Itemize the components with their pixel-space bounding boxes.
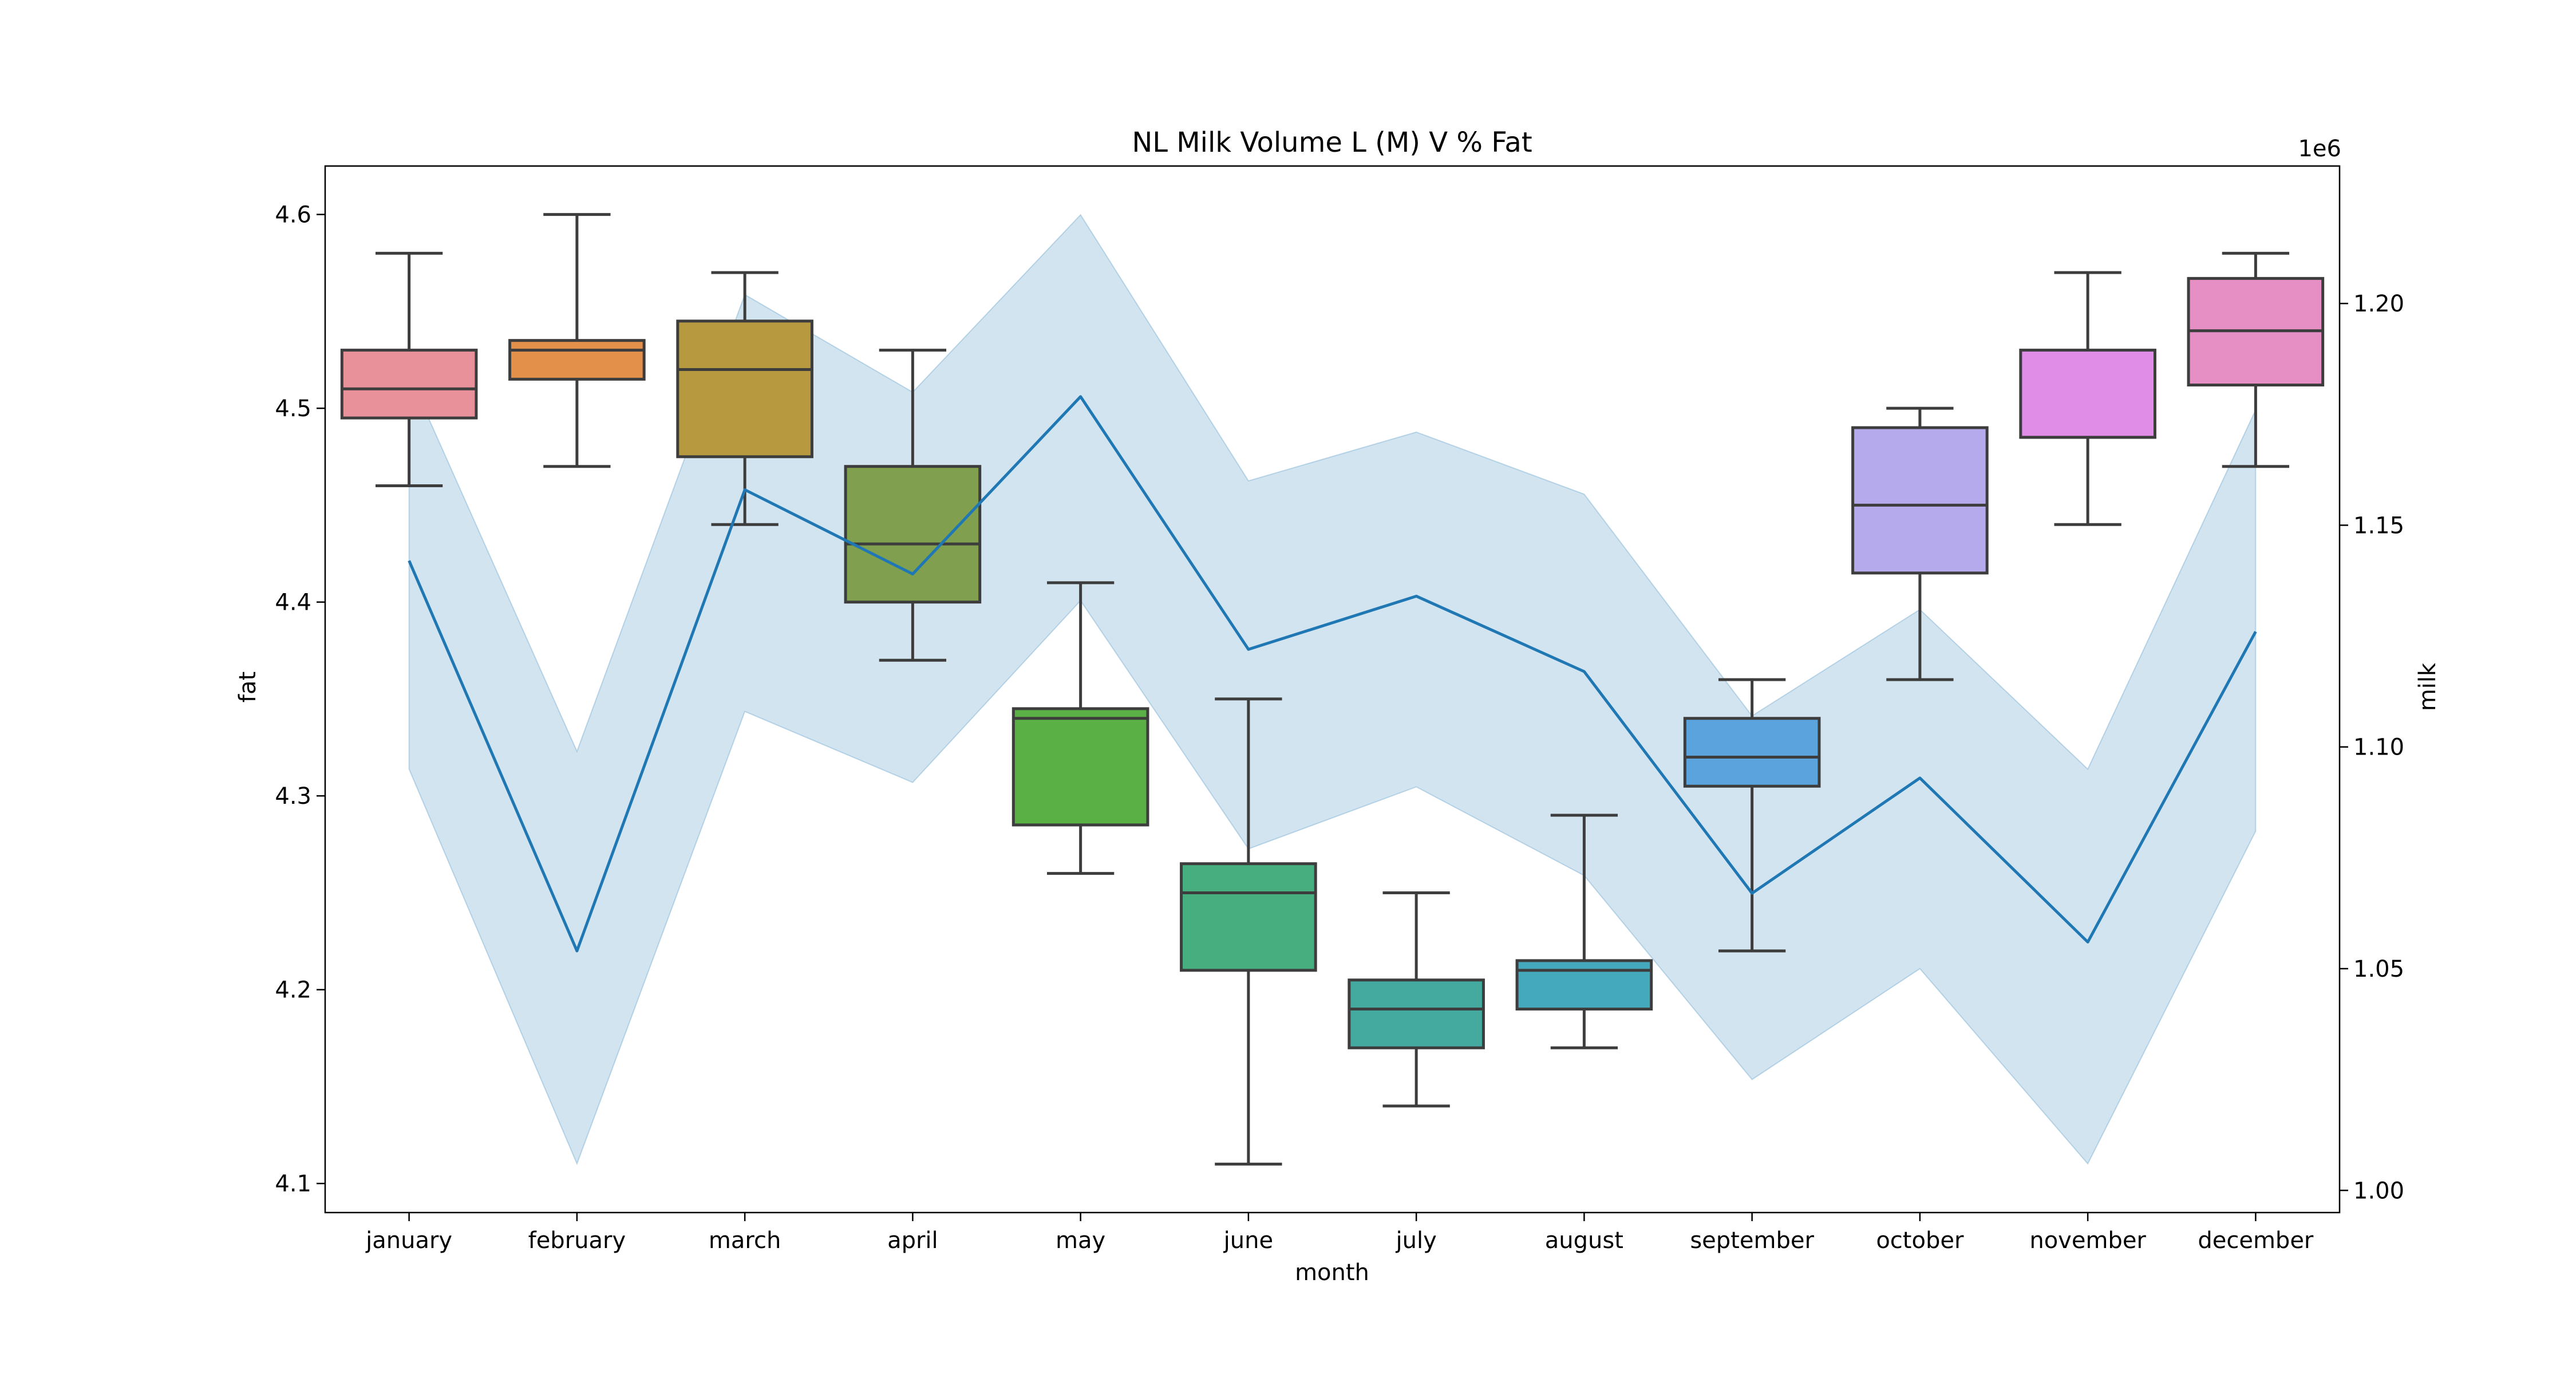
right-tick-label: 1.00 [2353,1178,2404,1204]
box-december [2187,251,2325,468]
box-iqr [2019,349,2156,439]
box-july [1348,891,1485,1108]
x-tick-label: october [1876,1227,1964,1254]
box-iqr [1515,959,1653,1011]
left-tick-label: 4.5 [275,396,311,422]
box-november [2019,271,2156,526]
box-april [844,349,982,662]
box-iqr [844,465,982,604]
milk-mean-line-layer [408,395,2257,953]
box-march [676,271,813,526]
x-tick-label: march [709,1227,781,1254]
milk-confidence-band-layer [408,214,2257,1166]
left-tick-label: 4.2 [275,977,311,1004]
left-tick-label: 4.3 [275,783,311,810]
box-october [1851,406,1989,681]
milk-confidence-band [408,214,2257,1166]
right-tick-label: 1.20 [2353,291,2404,317]
box-february [508,213,646,468]
left-y-axis-label: fat [235,672,261,702]
box-iqr [1348,978,1485,1049]
left-tick-label: 4.1 [275,1171,311,1197]
fat-boxplot-layer [340,213,2325,1166]
axes-layer: 4.1 4.2 4.3 4.4 4.5 4.6 1.00 1.05 1.10 1.15 1.20 ja… [275,165,2404,1254]
right-tick-label: 1.15 [2353,512,2404,539]
box-iqr [1851,426,1989,575]
x-tick-label: july [1396,1227,1437,1254]
box-september [1683,678,1821,953]
box-august [1515,814,1653,1049]
box-iqr [1180,862,1317,972]
right-tick-label: 1.05 [2353,956,2404,982]
x-tick-label: december [2198,1227,2314,1254]
left-tick-label: 4.6 [275,202,311,228]
x-tick-label: january [365,1227,452,1254]
right-tick-label: 1.10 [2353,735,2404,761]
box-june [1180,697,1317,1166]
box-iqr [1012,707,1149,827]
chart-title: NL Milk Volume L (M) V % Fat [1132,127,1532,159]
box-iqr [508,339,646,381]
box-iqr [340,349,478,420]
left-tick-label: 4.4 [275,590,311,616]
x-tick-label: may [1056,1227,1105,1254]
plot-frame [324,165,2341,1214]
x-tick-label: september [1690,1227,1814,1254]
x-tick-label: august [1545,1227,1623,1254]
milk-mean-line [408,395,2257,953]
x-tick-label: february [528,1227,626,1254]
x-tick-label: june [1223,1227,1273,1254]
box-iqr [1683,717,1821,788]
x-tick-label: april [887,1227,938,1254]
x-tick-label: november [2029,1227,2146,1254]
box-january [340,251,478,488]
box-may [1012,581,1149,875]
box-iqr [676,319,813,459]
right-y-axis-label: milk [2415,662,2441,711]
x-axis-label: month [1295,1260,1369,1286]
right-axis-offset-label: 1e6 [2298,136,2341,162]
